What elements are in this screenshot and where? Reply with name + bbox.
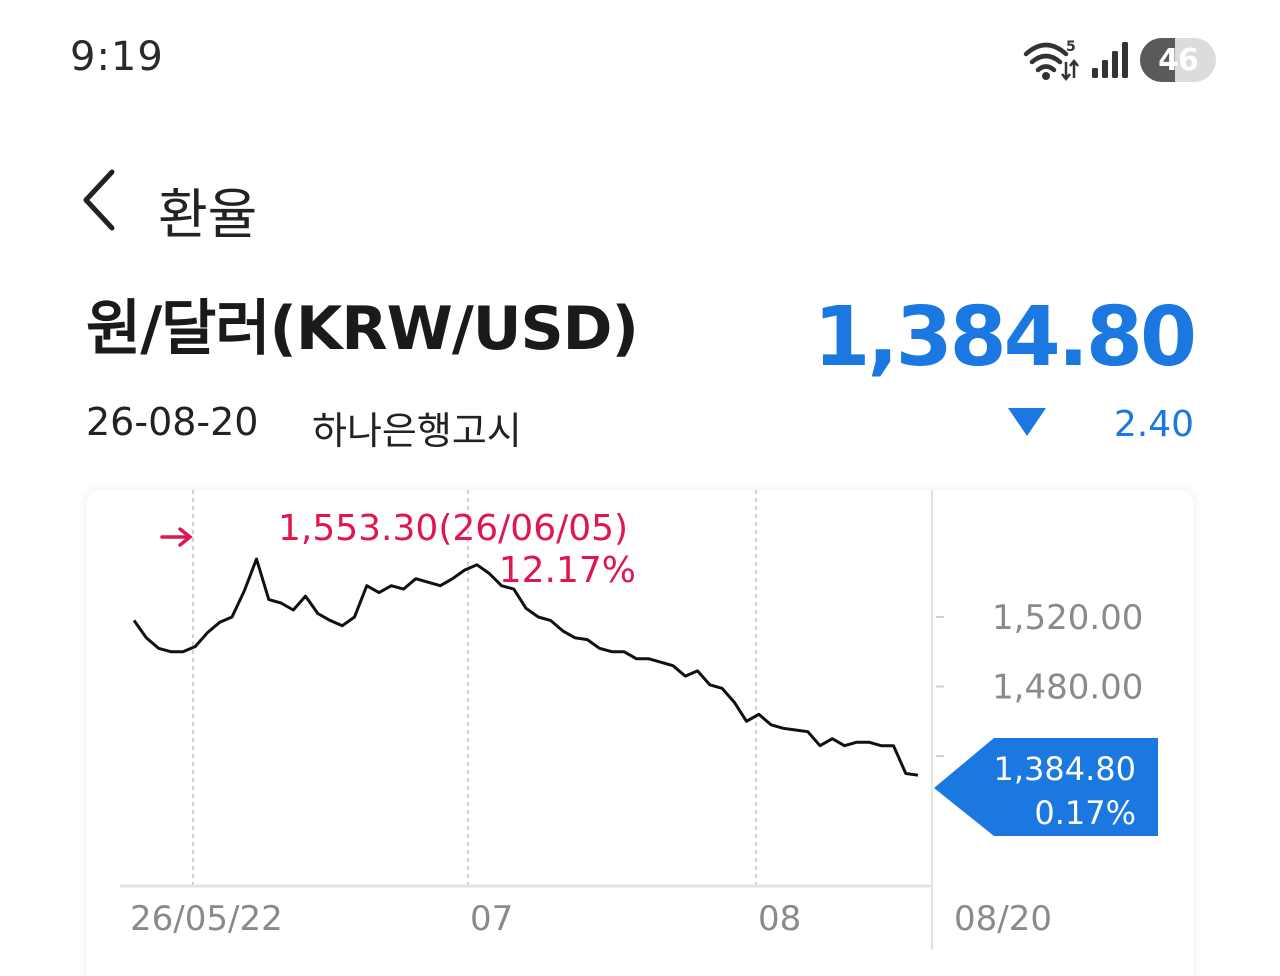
- battery-icon: 46: [1140, 38, 1216, 82]
- high-percent-label: 12.17%: [499, 550, 636, 591]
- y-tick-label: 1,520.00: [992, 598, 1143, 638]
- rate-line-chart: 1,520.001,480.001,440.00 26/05/22070808/…: [120, 490, 1158, 950]
- x-tick-label: 08/20: [954, 899, 1052, 939]
- chevron-left-icon[interactable]: [72, 164, 132, 234]
- current-value-callout: [934, 738, 1158, 836]
- high-arrow-icon: [160, 527, 193, 547]
- currency-pair-title: 원/달러(KRW/USD): [86, 294, 639, 364]
- status-icons: 5 46: [1022, 36, 1216, 84]
- down-triangle-icon: [1008, 408, 1046, 436]
- y-tick-label: 1,480.00: [992, 668, 1143, 708]
- series-line: [132, 557, 919, 777]
- battery-level-text: 46: [1158, 42, 1199, 78]
- battery-fill: [1140, 38, 1175, 82]
- x-tick-label: 26/05/22: [130, 899, 283, 939]
- change-value: 2.40: [1113, 404, 1194, 445]
- network-badge: 5: [1066, 39, 1076, 55]
- x-tick-label: 07: [470, 899, 513, 939]
- current-rate: 1,384.80: [813, 290, 1197, 385]
- rate-source: 하나은행고시: [312, 409, 522, 453]
- nav-bar: 환율: [0, 150, 1280, 250]
- series-line-layer: [132, 557, 919, 777]
- current-value-label: 1,384.80: [994, 750, 1137, 788]
- high-value-label: 1,553.30(26/06/05): [278, 508, 628, 549]
- x-axis: 26/05/22 07 08 08/20: [130, 899, 1052, 939]
- x-tick-label: 08: [758, 899, 801, 939]
- page-title: 환율: [158, 183, 258, 246]
- status-bar: 9:19 5 46: [0, 0, 1280, 120]
- rate-date: 26-08-20: [86, 400, 259, 444]
- current-percent-label: 0.17%: [1034, 794, 1136, 832]
- status-time: 9:19: [70, 34, 164, 80]
- signal-icon: [1092, 42, 1128, 78]
- chart-grid: [120, 490, 933, 950]
- rate-chart-card[interactable]: 1,520.001,480.001,440.00 26/05/22070808/…: [86, 490, 1194, 976]
- annotation-layer: 1,553.30(26/06/05)12.17% 1,384.80 0.17%: [160, 508, 1158, 836]
- wifi-icon: 5: [1023, 39, 1079, 82]
